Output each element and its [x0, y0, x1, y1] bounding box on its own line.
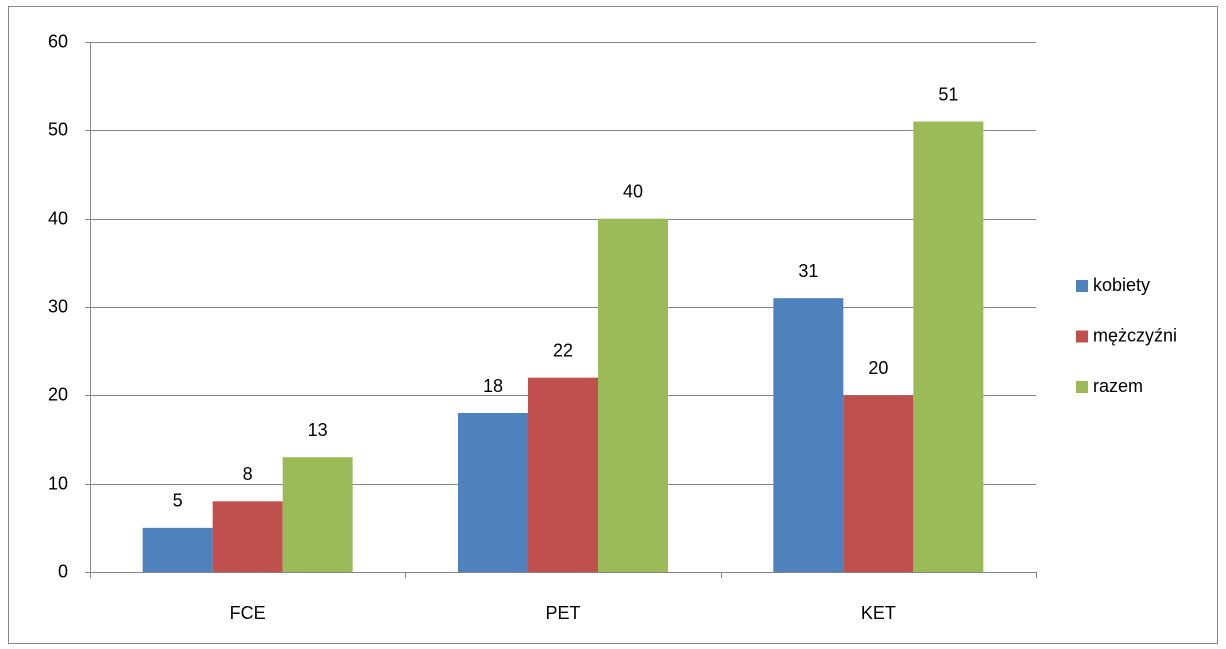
legend-label: kobiety	[1093, 275, 1150, 295]
bar	[282, 457, 353, 572]
data-label: 31	[798, 261, 818, 281]
y-tick-label: 40	[48, 208, 68, 228]
y-tick-label: 0	[58, 561, 68, 581]
x-tick-label: PET	[545, 603, 580, 623]
legend-swatch	[1076, 381, 1088, 393]
y-tick-label: 50	[48, 119, 68, 139]
bar	[773, 298, 844, 572]
x-tick-label: FCE	[230, 603, 266, 623]
y-tick-label: 30	[48, 296, 68, 316]
data-label: 40	[623, 181, 643, 201]
bar	[142, 527, 213, 572]
legend-swatch	[1076, 280, 1088, 292]
data-label: 20	[868, 358, 888, 378]
data-label: 13	[308, 420, 328, 440]
data-label: 18	[483, 376, 503, 396]
bar	[528, 377, 598, 572]
bar	[458, 413, 528, 572]
y-tick-label: 20	[48, 384, 68, 404]
bar	[212, 501, 283, 572]
bar	[913, 121, 984, 572]
bar	[598, 218, 668, 572]
x-tick-label: KET	[861, 603, 896, 623]
legend-label: razem	[1093, 376, 1143, 396]
data-label: 51	[938, 84, 958, 104]
data-label: 22	[553, 340, 573, 360]
y-tick-label: 10	[48, 473, 68, 493]
data-label: 8	[243, 464, 253, 484]
legend-label: mężczyźni	[1093, 325, 1177, 345]
y-tick-label: 60	[48, 31, 68, 51]
data-label: 5	[173, 491, 183, 511]
bar	[843, 395, 914, 572]
legend-swatch	[1076, 330, 1088, 343]
